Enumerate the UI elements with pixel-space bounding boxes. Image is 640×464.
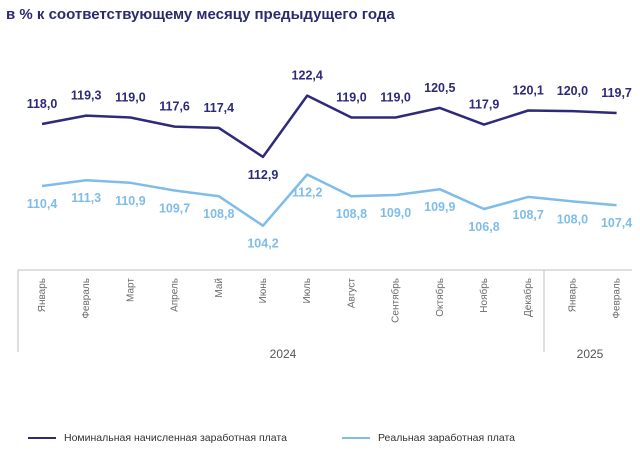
data-label-1-13: 107,4 — [601, 216, 632, 230]
year-label-2025: 2025 — [577, 347, 604, 361]
series-line-1 — [41, 173, 617, 227]
data-label-1-3: 109,7 — [159, 201, 190, 215]
legend-item-nominal: Номинальная начисленная заработная плата — [28, 432, 287, 444]
data-label-0-8: 119,0 — [380, 91, 411, 105]
x-tick-label-7: Август — [346, 278, 357, 309]
x-tick-label-8: Сентябрь — [390, 278, 402, 323]
chart-title: в % к соответствующему месяцу предыдущег… — [6, 6, 395, 23]
legend-swatch-nominal — [28, 437, 56, 439]
data-label-1-9: 109,9 — [424, 200, 455, 214]
data-label-1-2: 110,9 — [115, 194, 146, 208]
data-label-1-7: 108,8 — [336, 207, 367, 221]
x-tick-label-11: Декабрь — [522, 278, 534, 317]
data-label-0-12: 120,0 — [557, 84, 588, 98]
data-label-0-1: 119,3 — [71, 89, 102, 103]
x-tick-label-2: Март — [125, 278, 136, 302]
data-label-1-12: 108,0 — [557, 212, 588, 226]
data-label-0-13: 119,7 — [601, 86, 632, 100]
data-label-0-4: 117,4 — [204, 101, 235, 115]
legend-label-nominal: Номинальная начисленная заработная плата — [64, 432, 287, 444]
x-tick-label-9: Октябрь — [434, 278, 446, 317]
data-label-0-2: 119,0 — [115, 91, 146, 105]
x-tick-label-0: Январь — [37, 278, 48, 312]
data-label-0-9: 120,5 — [424, 81, 455, 95]
legend-item-real: Реальная заработная плата — [342, 432, 515, 444]
data-label-1-5: 104,2 — [247, 237, 278, 251]
data-label-0-3: 117,6 — [159, 100, 190, 114]
legend-swatch-real — [342, 437, 370, 439]
data-label-1-4: 108,8 — [203, 207, 234, 221]
data-label-1-1: 111,3 — [71, 191, 101, 205]
data-label-0-0: 118,0 — [27, 97, 58, 111]
x-tick-label-6: Июль — [302, 278, 313, 304]
x-tick-label-5: Июнь — [258, 278, 269, 303]
legend-label-real: Реальная заработная плата — [378, 432, 516, 444]
x-tick-label-10: Ноябрь — [478, 278, 490, 313]
data-label-1-6: 112,2 — [292, 185, 323, 199]
data-label-0-11: 120,1 — [513, 83, 544, 97]
series-line-0 — [41, 94, 617, 159]
x-tick-label-4: Май — [214, 278, 225, 298]
year-label-2024: 2024 — [270, 347, 297, 361]
x-tick-label-12: Январь — [567, 278, 578, 312]
data-label-0-6: 122,4 — [292, 69, 323, 83]
x-tick-label-3: Апрель — [170, 278, 181, 312]
data-label-0-5: 112,9 — [248, 168, 279, 182]
data-label-1-8: 109,0 — [380, 206, 411, 220]
data-label-0-10: 117,9 — [469, 98, 500, 112]
x-tick-label-13: Февраль — [612, 278, 623, 319]
x-tick-label-1: Февраль — [81, 278, 92, 319]
data-label-0-7: 119,0 — [336, 91, 367, 105]
data-label-1-0: 110,4 — [27, 197, 58, 211]
data-label-1-10: 106,8 — [468, 220, 499, 234]
data-label-1-11: 108,7 — [513, 208, 544, 222]
